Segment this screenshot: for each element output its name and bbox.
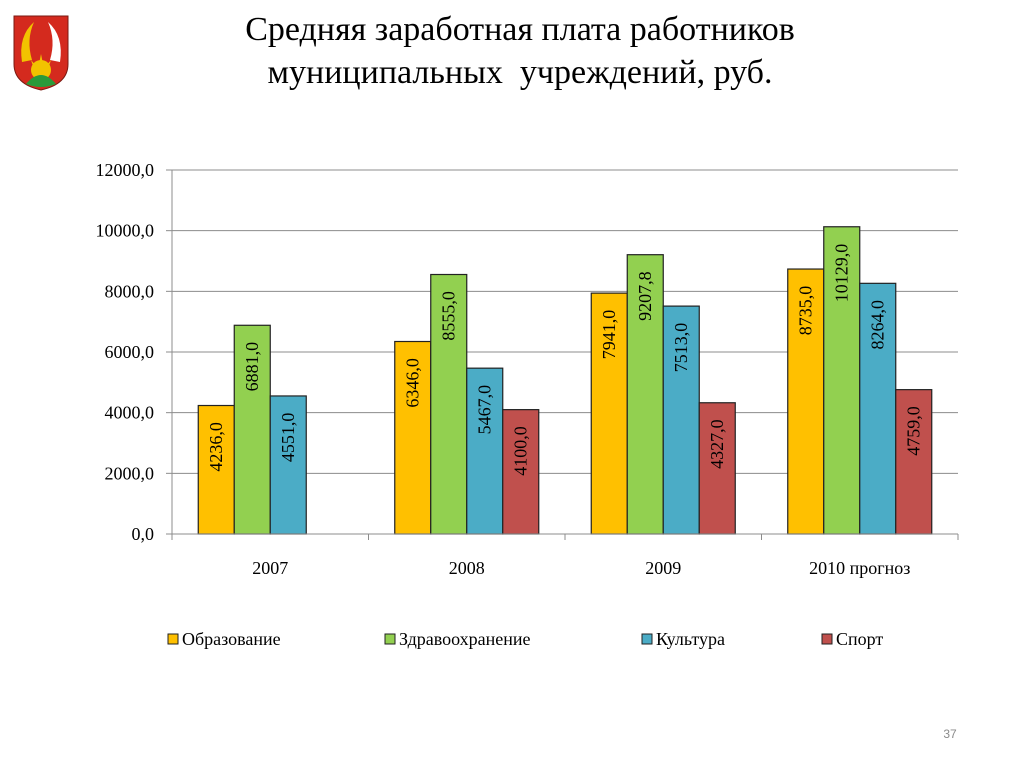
legend-label: Здравоохранение	[399, 629, 531, 649]
data-label: 6346,0	[403, 358, 423, 408]
data-label: 6881,0	[242, 342, 262, 392]
y-tick-label: 0,0	[132, 524, 155, 544]
y-tick-label: 6000,0	[105, 342, 155, 362]
legend-swatch	[821, 633, 833, 645]
data-label: 4327,0	[707, 419, 727, 469]
x-tick-label: 2007	[252, 558, 288, 578]
data-label: 9207,8	[635, 271, 655, 321]
data-label: 5467,0	[475, 385, 495, 435]
slide-title: Средняя заработная плата работников муни…	[120, 8, 920, 94]
bar	[823, 226, 861, 535]
data-label: 4551,0	[278, 413, 298, 463]
data-label: 8555,0	[439, 291, 459, 341]
bar	[502, 409, 540, 535]
legend-swatch	[384, 633, 396, 645]
data-label: 4100,0	[511, 426, 531, 476]
data-label: 4236,0	[206, 422, 226, 472]
data-label: 7941,0	[599, 310, 619, 360]
bar	[698, 402, 736, 535]
bar	[590, 292, 628, 535]
y-tick-label: 2000,0	[105, 463, 155, 483]
data-label: 10129,0	[832, 244, 852, 303]
slide-number: 37	[943, 727, 957, 741]
legend-label: Культура	[656, 629, 725, 649]
y-tick-label: 10000,0	[96, 221, 155, 241]
bar	[787, 268, 825, 535]
legend-label: Спорт	[836, 629, 883, 649]
slide-title-line-1: Средняя заработная плата работников	[245, 11, 795, 48]
bar	[626, 254, 664, 535]
data-label: 8264,0	[868, 300, 888, 350]
y-tick-label: 4000,0	[105, 403, 155, 423]
x-tick-label: 2008	[449, 558, 485, 578]
legend-swatch	[641, 633, 653, 645]
legend-label: Образование	[182, 629, 281, 649]
slide-title-line-2: муниципальных учреждений, руб.	[267, 54, 773, 91]
data-label: 8735,0	[796, 286, 816, 336]
coat-of-arms-icon	[13, 15, 69, 91]
x-tick-label: 2010 прогноз	[809, 558, 910, 578]
data-label: 7513,0	[671, 323, 691, 373]
y-tick-label: 12000,0	[96, 160, 155, 180]
y-tick-label: 8000,0	[105, 281, 155, 301]
x-tick-label: 2009	[645, 558, 681, 578]
data-label: 4759,0	[904, 406, 924, 456]
bar	[394, 340, 432, 535]
legend-swatch	[167, 633, 179, 645]
bar	[895, 389, 933, 535]
